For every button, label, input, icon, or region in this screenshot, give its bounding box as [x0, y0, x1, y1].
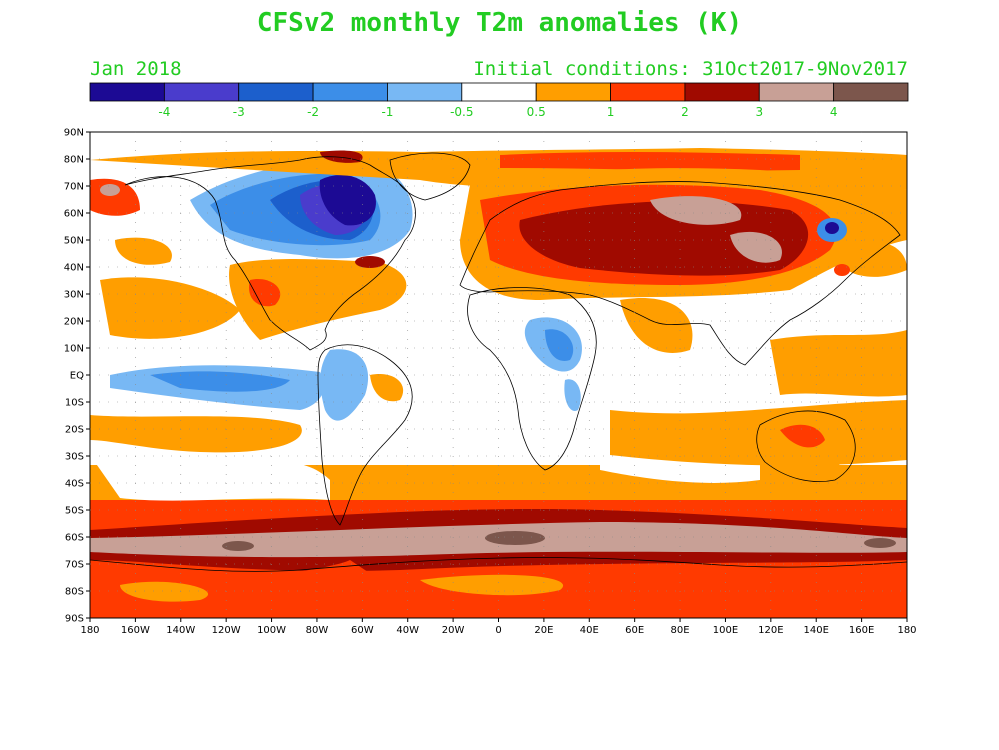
longitude-axis: 180 160W 140W 120W 100W 80W 60W 40W 20W 0 20E 40E 60…: [80, 618, 917, 636]
latitude-tick-label: 90S: [65, 614, 84, 625]
colorbar-labels: -4 -3 -2 -1 -0.5 0.5 1 2 3 4: [158, 105, 837, 119]
latitude-tick-label: 90N: [64, 128, 84, 139]
longitude-tick-label: 80E: [671, 625, 690, 636]
colorbar-tick-label: -0.5: [450, 105, 473, 119]
latitude-tick-label: 50N: [64, 236, 84, 247]
colorbar-swatch: [758, 82, 835, 102]
longitude-tick-label: 180: [80, 625, 99, 636]
colorbar-tick-label: 4: [830, 105, 838, 119]
colorbar-swatch: [535, 82, 611, 102]
longitude-tick-label: 140E: [804, 625, 829, 636]
longitude-tick-label: 20E: [534, 625, 553, 636]
longitude-tick-label: 160E: [849, 625, 874, 636]
latitude-tick-label: 30S: [65, 452, 84, 463]
colorbar: [89, 82, 909, 102]
colorbar-swatch: [461, 82, 537, 102]
colorbar-swatch: [610, 82, 686, 102]
longitude-tick-label: 180: [897, 625, 916, 636]
longitude-tick-label: 160W: [121, 625, 150, 636]
latitude-tick-label: 40N: [64, 263, 84, 274]
latitude-tick-label: 70N: [64, 182, 84, 193]
chart-title: CFSv2 monthly T2m anomalies (K): [256, 8, 743, 38]
colorbar-swatch: [833, 82, 909, 102]
colorbar-tick-label: -3: [233, 105, 245, 119]
initial-conditions-label: Initial conditions: 31Oct2017-9Nov2017: [473, 58, 908, 80]
colorbar-tick-label: -1: [381, 105, 393, 119]
longitude-tick-label: 80W: [306, 625, 329, 636]
colorbar-swatch: [163, 82, 240, 102]
longitude-tick-label: 100W: [257, 625, 286, 636]
latitude-tick-label: EQ: [70, 371, 84, 382]
colorbar-swatch: [89, 82, 165, 102]
latitude-tick-label: 20S: [65, 425, 84, 436]
colorbar-swatch: [312, 82, 388, 102]
longitude-tick-label: 40W: [396, 625, 419, 636]
colorbar-swatch: [387, 82, 463, 102]
longitude-tick-label: 120W: [212, 625, 241, 636]
latitude-tick-label: 70S: [65, 560, 84, 571]
colorbar-tick-label: -2: [307, 105, 319, 119]
graticule: [90, 132, 907, 618]
valid-month-label: Jan 2018: [90, 58, 182, 80]
colorbar-tick-label: 1: [607, 105, 615, 119]
longitude-tick-label: 60E: [625, 625, 644, 636]
longitude-tick-label: 0: [495, 625, 501, 636]
colorbar-tick-label: -4: [158, 105, 170, 119]
colorbar-swatch: [684, 82, 760, 102]
longitude-tick-label: 100E: [713, 625, 738, 636]
longitude-tick-label: 120E: [758, 625, 783, 636]
latitude-tick-label: 40S: [65, 479, 84, 490]
colorbar-swatch: [238, 82, 314, 102]
latitude-tick-label: 60N: [64, 209, 84, 220]
latitude-tick-label: 30N: [64, 290, 84, 301]
longitude-tick-label: 60W: [351, 625, 374, 636]
latitude-axis: 90N 80N 70N 60N 50N 40N 30N 20N 10N EQ 10S 20S 30S 40…: [64, 128, 90, 625]
longitude-tick-label: 40E: [580, 625, 599, 636]
longitude-tick-label: 20W: [442, 625, 465, 636]
longitude-tick-label: 140W: [166, 625, 195, 636]
latitude-tick-label: 50S: [65, 506, 84, 517]
colorbar-tick-label: 0.5: [527, 105, 546, 119]
latitude-tick-label: 20N: [64, 317, 84, 328]
colorbar-tick-label: 3: [755, 105, 763, 119]
latitude-tick-label: 80N: [64, 155, 84, 166]
latitude-tick-label: 10N: [64, 344, 84, 355]
colorbar-tick-label: 2: [681, 105, 689, 119]
latitude-tick-label: 80S: [65, 587, 84, 598]
latitude-tick-label: 60S: [65, 533, 84, 544]
latitude-tick-label: 10S: [65, 398, 84, 409]
